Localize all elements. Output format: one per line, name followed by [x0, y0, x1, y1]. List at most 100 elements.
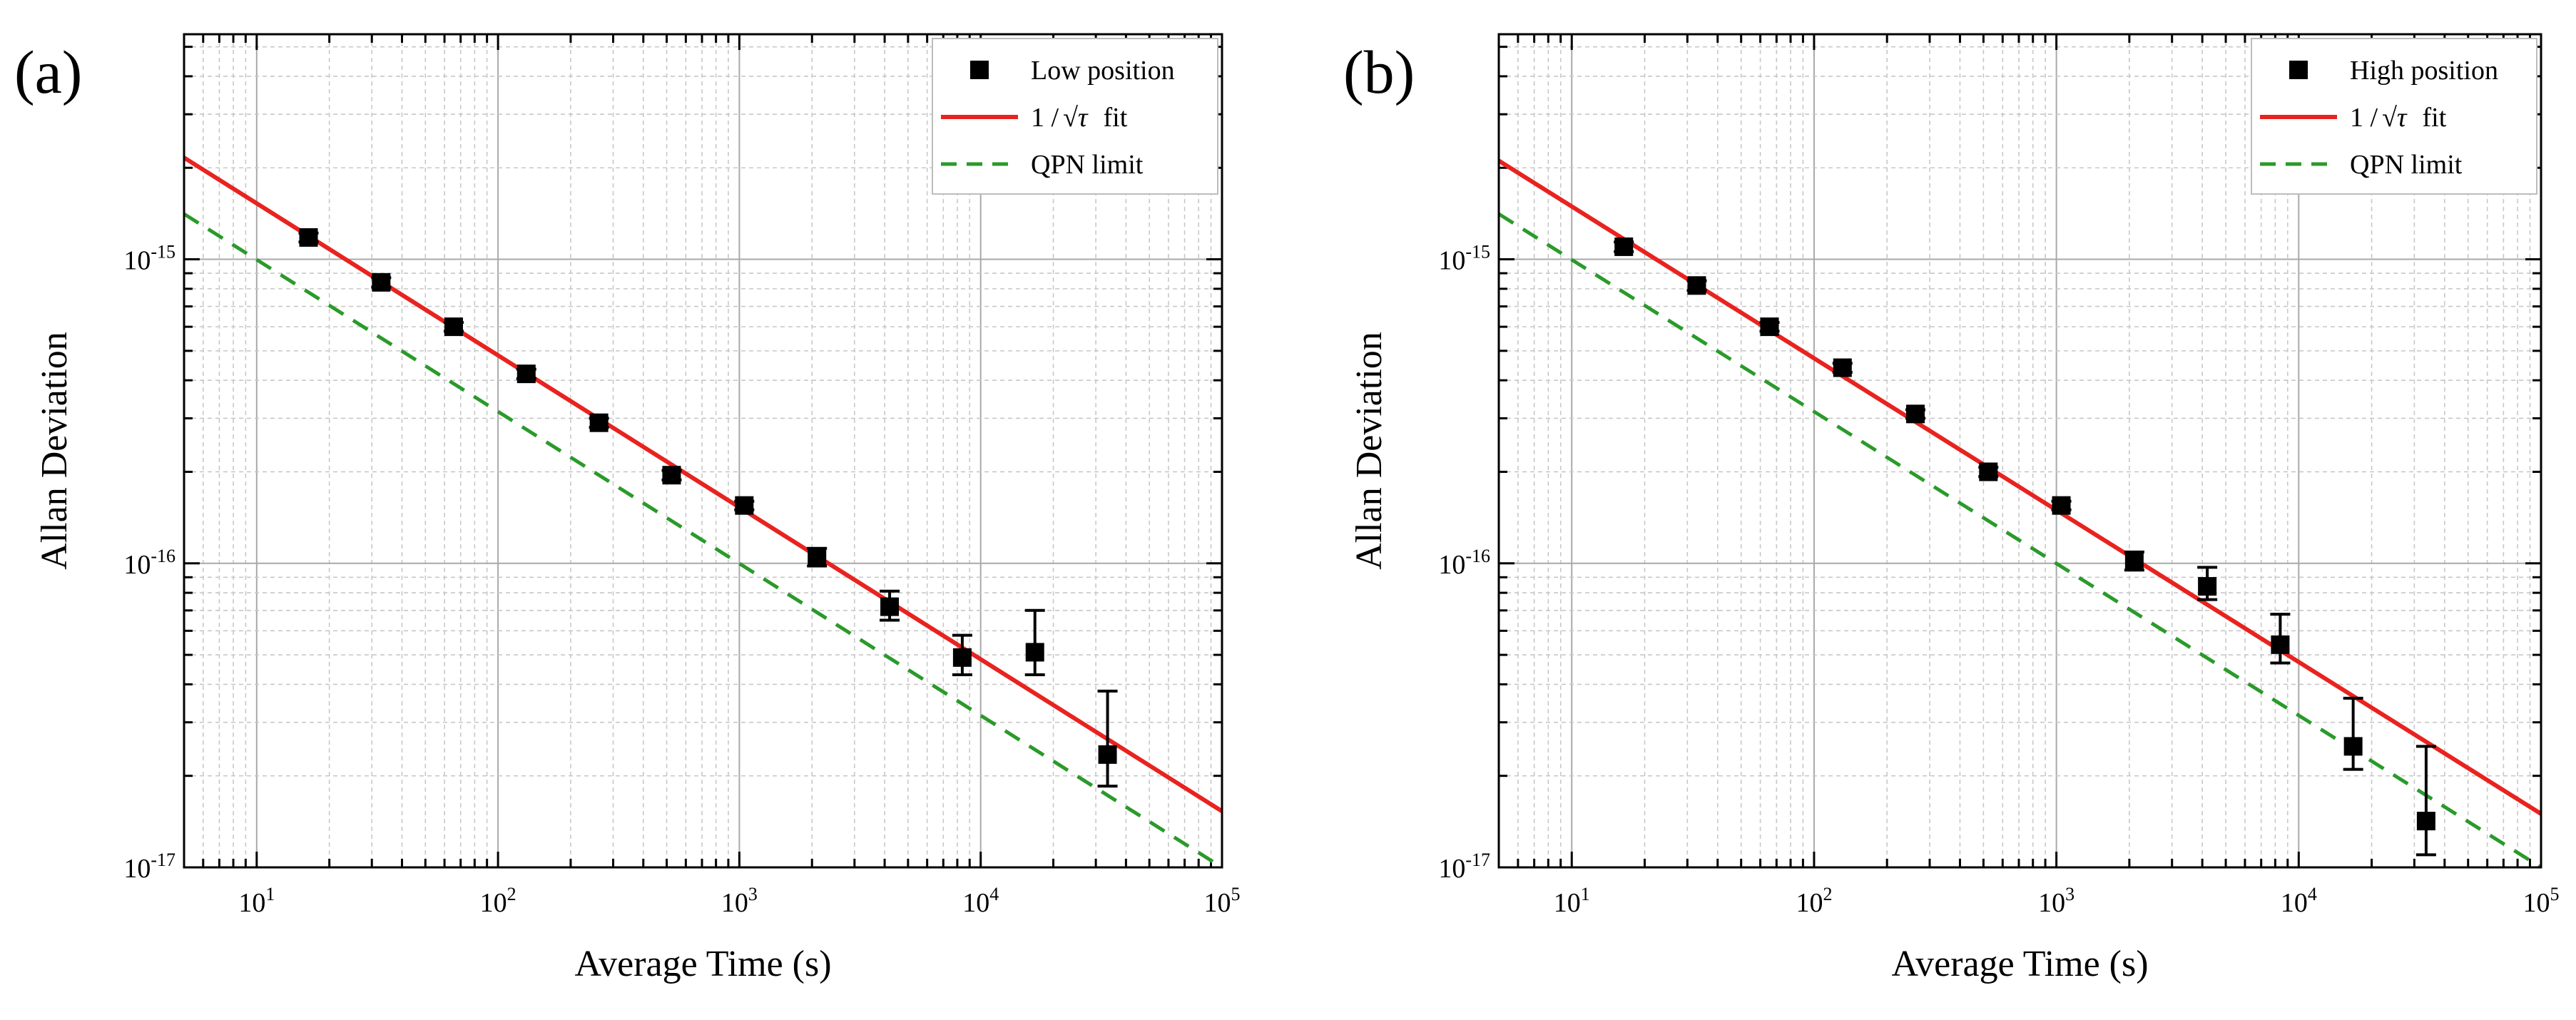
- data-point: [952, 648, 972, 667]
- x-tick-label: 101: [1554, 884, 1590, 918]
- x-tick-label: 103: [721, 884, 758, 918]
- legend-marker-icon: [2289, 61, 2308, 79]
- x-tick-base: 10: [2281, 888, 2308, 918]
- data-point: [2052, 496, 2071, 515]
- x-tick-base: 10: [962, 888, 989, 918]
- x-tick-exponent: 3: [2065, 884, 2074, 904]
- x-tick-label: 102: [480, 884, 516, 918]
- x-tick-exponent: 1: [1581, 884, 1590, 904]
- x-tick-base: 10: [1796, 888, 1823, 918]
- data-point: [589, 413, 609, 432]
- x-axis-title: Average Time (s): [574, 944, 831, 984]
- plot-frame: [1497, 33, 2542, 869]
- panel-label: (a): [14, 38, 82, 106]
- x-tick-exponent: 3: [748, 884, 758, 904]
- data-point: [299, 228, 318, 247]
- y-tick-base: 10: [123, 550, 151, 580]
- data-point: [1760, 317, 1779, 337]
- x-tick-base: 10: [238, 888, 265, 918]
- data-point: [1025, 643, 1044, 662]
- x-tick-base: 10: [2523, 888, 2550, 918]
- y-tick-exponent: -15: [151, 242, 175, 262]
- x-tick-base: 10: [1554, 888, 1581, 918]
- data-point: [516, 364, 536, 384]
- y-tick-exponent: -17: [1465, 850, 1490, 870]
- data-point: [662, 466, 681, 485]
- x-tick-base: 10: [2038, 888, 2065, 918]
- data-point: [1098, 745, 1117, 764]
- x-tick-base: 10: [1204, 888, 1231, 918]
- x-tick-base: 10: [721, 888, 748, 918]
- legend: Low position 1 /√τ fit QPN limit: [932, 38, 1218, 195]
- chart-panel-b: (b)101 102 103 104 10510-1710-1610-15Average…: [1343, 33, 2560, 984]
- chart-panel-a: (a)101 102 103 104 10510-1710-1610-15Average…: [14, 33, 1241, 984]
- grid: [1499, 34, 2541, 867]
- legend-label: Low position: [1031, 56, 1175, 86]
- y-tick-base: 10: [1438, 246, 1465, 276]
- data-point: [2198, 577, 2217, 596]
- y-tick-base: 10: [123, 854, 151, 884]
- y-tick-label: 10-16: [123, 546, 175, 580]
- x-tick-exponent: 2: [1823, 884, 1832, 904]
- x-tick-exponent: 1: [265, 884, 275, 904]
- legend-label-radical: √τ: [1063, 103, 1089, 133]
- x-tick-exponent: 4: [989, 884, 999, 904]
- y-tick-base: 10: [1438, 854, 1465, 884]
- scatter-series: [1614, 237, 2436, 857]
- legend-label: 1 /√τ fit: [2350, 103, 2447, 133]
- scatter-series: [298, 228, 1118, 788]
- qpn-limit-line: [184, 212, 1222, 867]
- x-tick-label: 101: [238, 884, 275, 918]
- legend-label-prefix: 1 /: [1031, 103, 1059, 133]
- plot-frame: [183, 33, 1223, 869]
- data-point: [2271, 635, 2290, 654]
- y-tick-exponent: -16: [151, 546, 175, 566]
- x-tick-label: 104: [2281, 884, 2317, 918]
- legend-marker-icon: [970, 61, 989, 79]
- data-point: [1614, 237, 1634, 256]
- x-axis-title: Average Time (s): [1891, 944, 2148, 984]
- y-tick-label: 10-15: [123, 242, 175, 276]
- y-tick-base: 10: [123, 246, 151, 276]
- y-tick-label: 10-17: [1438, 850, 1490, 884]
- data-point: [1833, 358, 1852, 377]
- data-point: [808, 547, 827, 566]
- fit-line: [184, 155, 1222, 813]
- y-axis-title: Allan Deviation: [1349, 332, 1390, 570]
- legend: High position 1 /√τ fit QPN limit: [2251, 38, 2537, 195]
- x-tick-label: 105: [1204, 884, 1241, 918]
- data-point: [2343, 737, 2363, 756]
- data-point: [372, 272, 391, 292]
- data-point: [444, 317, 463, 337]
- y-axis-title: Allan Deviation: [34, 332, 75, 570]
- data-point: [880, 597, 900, 616]
- y-tick-exponent: -16: [1465, 546, 1490, 566]
- fit-line: [1499, 158, 2541, 816]
- data-point: [2124, 551, 2144, 571]
- x-tick-label: 103: [2038, 884, 2074, 918]
- legend-label-suffix: fit: [2423, 103, 2447, 133]
- x-tick-label: 102: [1796, 884, 1832, 918]
- data-point: [735, 496, 754, 515]
- x-tick-label: 105: [2523, 884, 2560, 918]
- panel-label: (b): [1343, 38, 1415, 106]
- y-tick-label: 10-17: [123, 850, 175, 884]
- data-point: [1687, 276, 1706, 295]
- legend-label: QPN limit: [1031, 150, 1144, 180]
- y-tick-label: 10-16: [1438, 546, 1490, 580]
- y-tick-exponent: -17: [151, 850, 175, 870]
- legend-label: 1 /√τ fit: [1031, 103, 1128, 133]
- y-tick-label: 10-15: [1438, 242, 1490, 276]
- x-tick-label: 104: [962, 884, 999, 918]
- qpn-limit-line: [1499, 212, 2541, 867]
- legend-label-radical: √τ: [2382, 103, 2408, 133]
- legend-label-prefix: 1 /: [2350, 103, 2378, 133]
- x-tick-exponent: 5: [1231, 884, 1241, 904]
- data-point: [2416, 812, 2435, 831]
- legend-label: High position: [2350, 56, 2498, 86]
- x-tick-exponent: 5: [2550, 884, 2560, 904]
- legend-label: QPN limit: [2350, 150, 2463, 180]
- y-tick-exponent: -15: [1465, 242, 1490, 262]
- x-tick-exponent: 2: [507, 884, 516, 904]
